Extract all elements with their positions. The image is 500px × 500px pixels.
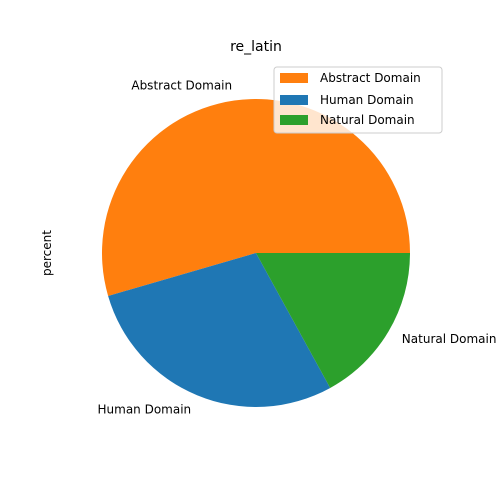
legend-swatch-abstract-domain — [280, 73, 308, 83]
legend-label-abstract-domain: Abstract Domain — [320, 71, 421, 85]
legend-label-human-domain: Human Domain — [320, 93, 414, 107]
pie-slice-natural-domain — [256, 253, 410, 388]
pie-slice-abstract-domain — [101, 99, 410, 296]
pie-slice-labels: Abstract Domain Human Domain Natural Domai… — [98, 78, 497, 416]
legend-swatch-natural-domain — [280, 115, 308, 125]
pie-slice-human-domain — [108, 253, 331, 408]
y-axis-label: percent — [40, 230, 54, 276]
slice-label-human-domain: Human Domain — [98, 403, 192, 417]
pie-slices — [101, 99, 410, 408]
legend-label-natural-domain: Natural Domain — [320, 113, 415, 127]
legend-frame — [273, 66, 443, 134]
legend-swatch-human-domain — [280, 95, 308, 105]
legend: Abstract Domain Human Domain Natural Dom… — [273, 66, 443, 134]
chart-title: re_latin — [230, 39, 282, 55]
slice-label-natural-domain: Natural Domain — [402, 332, 497, 346]
slice-label-abstract-domain: Abstract Domain — [131, 78, 232, 92]
